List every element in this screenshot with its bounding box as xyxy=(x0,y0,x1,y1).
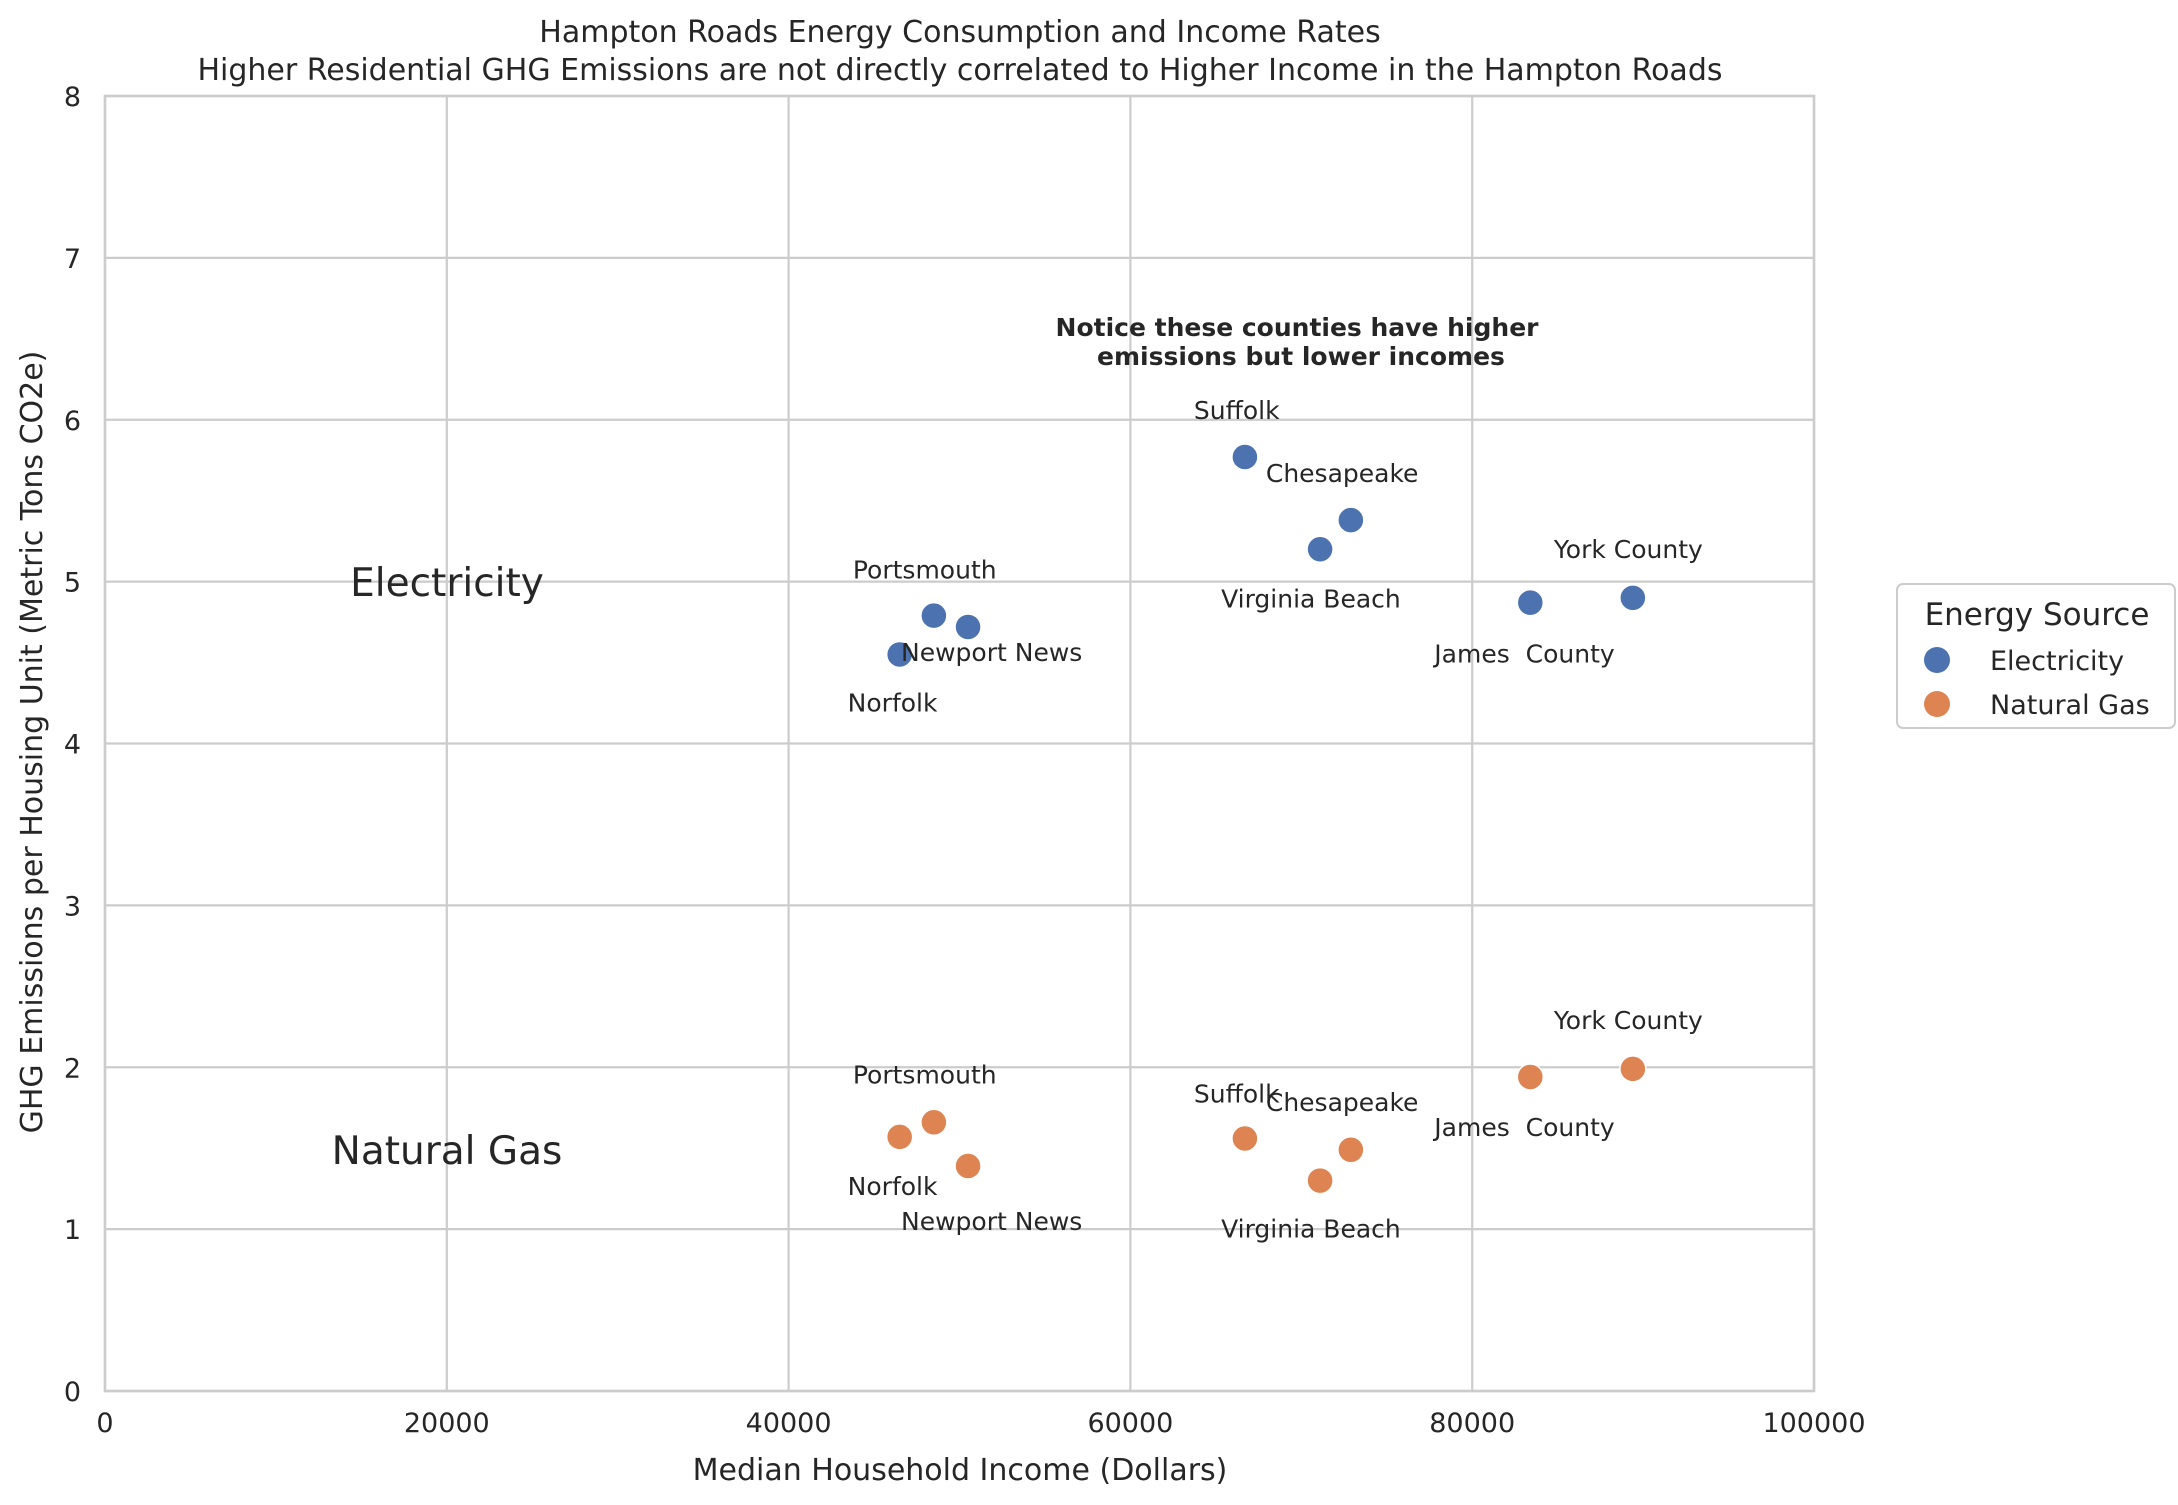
point-label-electricity: Portsmouth xyxy=(853,556,997,585)
annotation-note-line-1: Notice these counties have higher xyxy=(1056,313,1540,342)
x-tick-label: 20000 xyxy=(404,1408,490,1439)
point-label-natural-gas: Portsmouth xyxy=(853,1060,997,1089)
legend-title: Energy Source xyxy=(1925,597,2150,633)
point-label-electricity: Chesapeake xyxy=(1266,459,1419,488)
y-tick-label: 4 xyxy=(64,730,81,761)
group-label-natural-gas: Natural Gas xyxy=(332,1129,563,1174)
chart-subtitle: Higher Residential GHG Emissions are not… xyxy=(197,53,1722,88)
legend-frame xyxy=(1896,583,2176,729)
y-tick-label: 8 xyxy=(64,82,81,113)
annotation-note-line-2: emissions but lower incomes xyxy=(1097,342,1505,371)
chart-title: Hampton Roads Energy Consumption and Inc… xyxy=(539,15,1380,50)
point-natural-gas xyxy=(920,1108,948,1137)
point-natural-gas xyxy=(954,1152,982,1180)
point-electricity xyxy=(1516,588,1545,617)
y-tick-label: 3 xyxy=(64,891,81,922)
point-label-natural-gas: James County xyxy=(1432,1113,1615,1142)
point-label-natural-gas: Newport News xyxy=(901,1207,1082,1236)
point-electricity xyxy=(1231,443,1259,471)
point-label-natural-gas: York County xyxy=(1553,1006,1703,1035)
point-label-electricity: Norfolk xyxy=(848,688,938,717)
x-tick-label: 0 xyxy=(96,1408,113,1439)
point-label-electricity: York County xyxy=(1553,535,1703,564)
point-natural-gas xyxy=(1516,1063,1545,1091)
grid-lines xyxy=(103,94,1816,1393)
legend-label-electricity: Electricity xyxy=(1990,646,2124,677)
point-label-electricity: James County xyxy=(1432,640,1615,669)
data-points xyxy=(885,443,1647,1195)
point-label-electricity: Newport News xyxy=(901,638,1082,667)
x-tick-label: 60000 xyxy=(1087,1408,1173,1439)
legend-marker-electricity xyxy=(1924,647,1950,673)
point-label-natural-gas: Chesapeake xyxy=(1266,1088,1419,1117)
legend-marker-natural-gas xyxy=(1924,691,1950,717)
x-axis-label: Median Household Income (Dollars) xyxy=(693,1453,1228,1488)
point-label-natural-gas: Norfolk xyxy=(848,1172,938,1201)
tick-labels: 0 20000 40000 60000 80000 100000 0 1 2 3 4 5 6 7 8 xyxy=(64,82,1866,1439)
point-natural-gas xyxy=(885,1123,914,1151)
point-natural-gas xyxy=(1231,1124,1259,1153)
y-tick-label: 6 xyxy=(64,406,81,437)
y-axis-label: GHG Emissions per Housing Unit (Metric T… xyxy=(15,351,50,1134)
x-tick-label: 80000 xyxy=(1429,1408,1515,1439)
point-electricity xyxy=(1306,535,1334,563)
point-electricity xyxy=(1337,506,1365,534)
point-natural-gas xyxy=(1306,1166,1334,1195)
point-electricity xyxy=(885,640,914,669)
y-tick-label: 7 xyxy=(64,244,81,275)
y-tick-label: 1 xyxy=(64,1215,81,1246)
point-natural-gas xyxy=(1337,1136,1365,1164)
group-label-electricity: Electricity xyxy=(350,561,544,606)
point-label-natural-gas: Virginia Beach xyxy=(1221,1215,1401,1244)
x-tick-label: 40000 xyxy=(746,1408,832,1439)
y-tick-label: 2 xyxy=(64,1053,81,1084)
y-tick-label: 0 xyxy=(64,1377,81,1408)
axes-frame xyxy=(103,94,1816,1393)
point-electricity xyxy=(954,613,982,641)
legend-label-natural-gas: Natural Gas xyxy=(1990,690,2150,721)
point-electricity xyxy=(920,601,948,630)
x-tick-label: 100000 xyxy=(1762,1408,1865,1439)
point-label-electricity: Suffolk xyxy=(1194,396,1280,425)
point-electricity xyxy=(1619,584,1647,612)
legend: Energy Source Electricity Natural Gas xyxy=(1896,583,2176,729)
plot-frame xyxy=(103,94,1816,1393)
point-natural-gas xyxy=(1619,1055,1647,1083)
point-labels: Norfolk Portsmouth Newport News Suffolk Virg… xyxy=(848,396,1703,1244)
point-label-electricity: Virginia Beach xyxy=(1221,584,1401,613)
point-label-natural-gas: Suffolk xyxy=(1194,1079,1280,1108)
y-tick-label: 5 xyxy=(64,568,81,599)
